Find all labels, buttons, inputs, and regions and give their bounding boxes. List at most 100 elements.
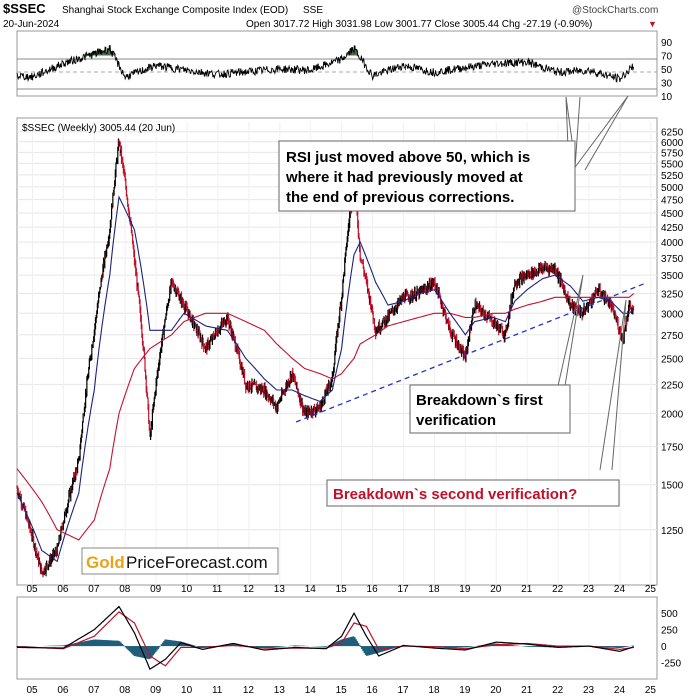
price-y-tick: 3250: [661, 289, 684, 300]
logo-box: [81, 547, 279, 575]
price-x-tick: 09: [150, 584, 162, 595]
price-y-tick: 6250: [661, 128, 684, 139]
axes-layer: 6250600057505500525050004750450042504000…: [26, 128, 683, 696]
logo-gold: Gold: [86, 553, 125, 572]
macd-y-tick: 250: [661, 626, 678, 637]
price-x-tick: 07: [88, 584, 100, 595]
price-y-tick: 2000: [661, 410, 684, 421]
macd-x-tick: 13: [274, 685, 286, 696]
price-x-tick: 15: [336, 584, 348, 595]
price-x-tick: 19: [459, 584, 471, 595]
price-y-tick: 1250: [661, 526, 684, 537]
macd-x-tick: 16: [367, 685, 379, 696]
price-x-tick: 24: [614, 584, 626, 595]
price-x-tick: 05: [26, 584, 38, 595]
breakdown-second-line: Breakdown`s second verification?: [333, 486, 577, 503]
price-y-tick: 6000: [661, 138, 684, 149]
rsi-y-tick: 70: [661, 51, 673, 62]
rsi-y-tick: 10: [661, 92, 673, 103]
price-y-tick: 2500: [661, 354, 684, 365]
price-y-tick: 2750: [661, 331, 684, 342]
macd-y-tick: 500: [661, 609, 678, 620]
macd-signal-line: [16, 611, 634, 667]
rsi-layer: 90 70 50 30 10: [16, 38, 673, 103]
macd-y-tick: -250: [661, 659, 681, 670]
price-y-tick: 5750: [661, 148, 684, 159]
rsi-note-box: [278, 140, 576, 212]
price-layer: [16, 138, 635, 578]
macd-line: [17, 605, 635, 670]
macd-x-tick: 22: [552, 685, 564, 696]
breakdown-first-line-2: verification: [416, 412, 496, 429]
symbol: $SSEC: [3, 1, 46, 16]
price-y-tick: 4000: [661, 238, 684, 249]
macd-x-tick: 17: [397, 685, 409, 696]
price-y-tick: 3750: [661, 254, 684, 265]
ma-fast-line: [16, 195, 635, 563]
price-x-tick: 22: [552, 584, 564, 595]
price-x-tick: 10: [181, 584, 193, 595]
macd-x-tick: 09: [150, 685, 162, 696]
macd-layer: 500 250 0 -250: [16, 605, 681, 670]
price-x-tick: 25: [645, 584, 657, 595]
rsi-y-tick: 50: [661, 65, 673, 76]
macd-panel: [16, 596, 658, 680]
macd-y-tick: 0: [661, 642, 667, 653]
macd-x-tick: 08: [119, 685, 131, 696]
price-y-tick: 3000: [661, 309, 684, 320]
macd-x-tick: 25: [645, 685, 657, 696]
rsi-y-tick: 30: [661, 78, 673, 89]
price-x-tick: 17: [397, 584, 409, 595]
macd-x-tick: 24: [614, 685, 626, 696]
ohlc-label: Open 3017.72 High 3031.98 Low 3001.77 Cl…: [246, 19, 592, 30]
price-x-tick: 20: [490, 584, 502, 595]
price-x-tick: 16: [367, 584, 379, 595]
date-label: 20-Jun-2024: [3, 19, 60, 30]
breakdown-first-box: [409, 384, 571, 434]
watermark: @StockCharts.com: [572, 5, 658, 16]
macd-x-tick: 07: [88, 685, 100, 696]
ma-slow-line: [16, 293, 635, 541]
price-x-tick: 06: [57, 584, 69, 595]
price-y-tick: 5250: [661, 171, 684, 182]
macd-x-tick: 05: [26, 685, 38, 696]
macd-x-tick: 11: [212, 685, 223, 696]
price-y-tick: 5000: [661, 183, 684, 194]
breakdown-second-box: [326, 479, 620, 507]
price-y-tick: 1500: [661, 481, 684, 492]
rsi-panel: [16, 30, 658, 97]
price-y-tick: 1750: [661, 443, 684, 454]
price-x-tick: 11: [212, 584, 223, 595]
price-x-tick: 21: [521, 584, 533, 595]
price-x-tick: 13: [274, 584, 286, 595]
rsi-line: [16, 45, 634, 83]
price-y-tick: 4500: [661, 209, 684, 220]
price-y-tick: 4250: [661, 223, 684, 234]
macd-x-tick: 15: [336, 685, 348, 696]
exchange: SSE: [303, 5, 323, 16]
price-x-tick: 08: [119, 584, 131, 595]
breakdown-first-line-1: Breakdown`s first: [416, 392, 543, 409]
index-name: Shanghai Stock Exchange Composite Index …: [62, 5, 288, 16]
down-arrow-icon: ▼: [648, 19, 657, 29]
rsi-note-line-1: RSI just moved above 50, which is: [286, 149, 530, 166]
macd-x-tick: 06: [57, 685, 69, 696]
price-x-tick: 18: [428, 584, 440, 595]
macd-x-tick: 18: [428, 685, 440, 696]
macd-x-tick: 10: [181, 685, 193, 696]
price-y-tick: 3500: [661, 271, 684, 282]
price-y-tick: 5500: [661, 159, 684, 170]
logo-rest: PriceForecast.com: [126, 553, 268, 572]
rsi-note-line-2: where it had previously moved at: [285, 169, 523, 186]
macd-x-tick: 19: [459, 685, 471, 696]
macd-x-tick: 14: [305, 685, 317, 696]
price-y-tick: 4750: [661, 196, 684, 207]
macd-x-tick: 20: [490, 685, 502, 696]
macd-x-tick: 12: [243, 685, 255, 696]
price-x-tick: 23: [583, 584, 595, 595]
price-x-tick: 14: [305, 584, 317, 595]
macd-x-tick: 23: [583, 685, 595, 696]
price-x-tick: 12: [243, 584, 255, 595]
price-series-label: $SSEC (Weekly) 3005.44 (20 Jun): [22, 123, 175, 134]
